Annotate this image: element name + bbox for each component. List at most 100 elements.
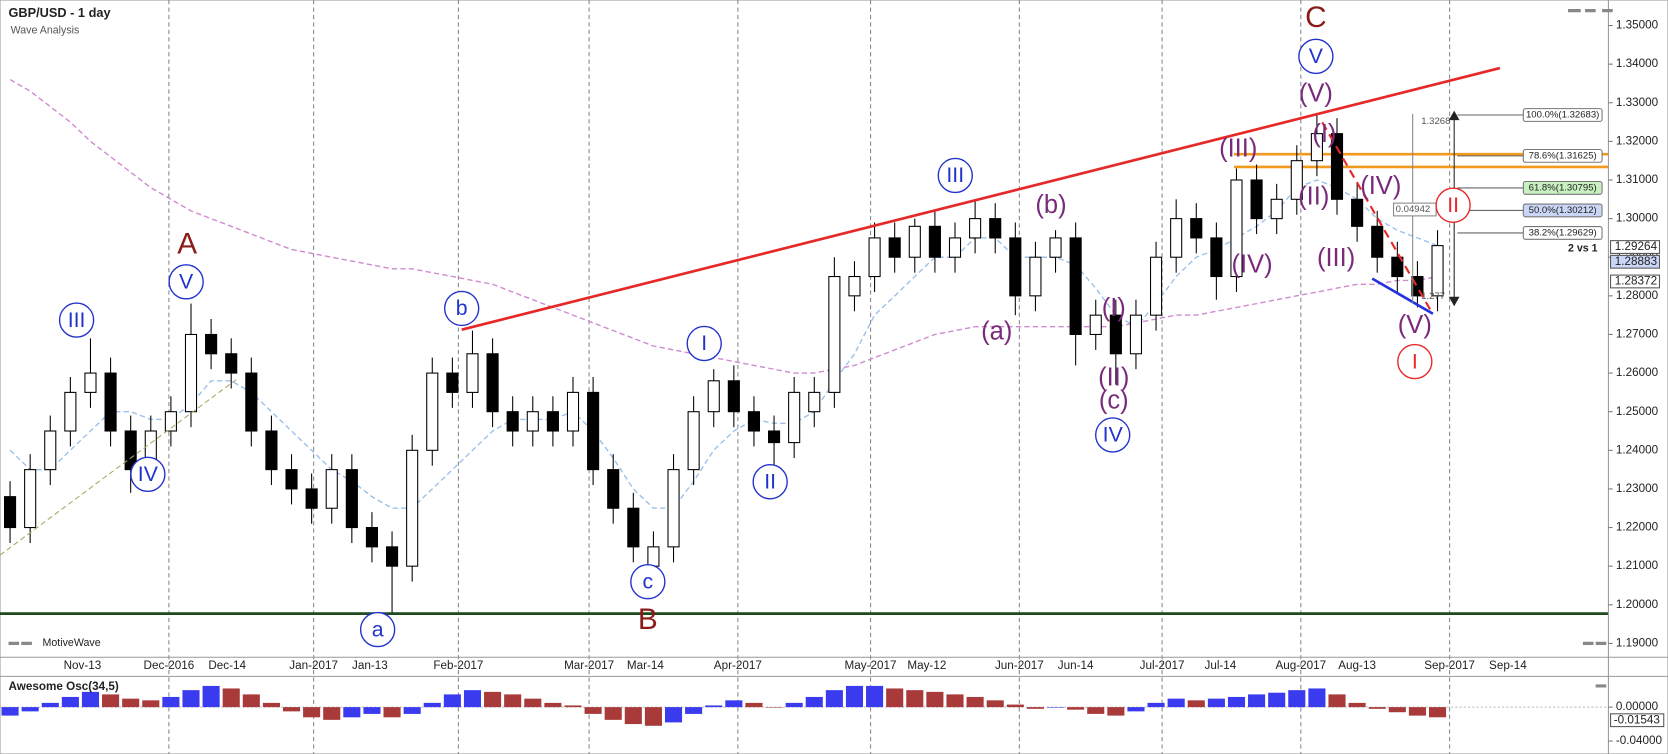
wave-label: II bbox=[764, 469, 776, 493]
candle-body bbox=[1049, 237, 1062, 258]
wave-label: I bbox=[1412, 349, 1418, 373]
wave-label: (a) bbox=[981, 318, 1012, 346]
osc-bar bbox=[886, 688, 904, 708]
candle-body bbox=[948, 237, 962, 258]
candle-body bbox=[808, 391, 821, 413]
osc-bar bbox=[725, 700, 743, 708]
osc-bar bbox=[705, 705, 723, 708]
wave-label: (IV) bbox=[1360, 172, 1401, 200]
x-tick-label: Jul-2017 bbox=[1140, 659, 1185, 672]
osc-bar bbox=[1388, 707, 1406, 713]
candle-body bbox=[727, 380, 740, 413]
y-tick-label: 1.26000 bbox=[1616, 366, 1659, 379]
osc-bar bbox=[1268, 692, 1286, 708]
y-tick-label: 1.27000 bbox=[1616, 328, 1659, 341]
fib-box bbox=[1522, 180, 1603, 195]
toolbar-icons[interactable] bbox=[8, 9, 1613, 688]
measure-label: 1.3268 bbox=[1421, 116, 1450, 127]
candle-body bbox=[607, 469, 620, 509]
osc-bar bbox=[845, 685, 864, 708]
candle-body bbox=[767, 430, 781, 444]
candle-body bbox=[1330, 133, 1344, 200]
osc-bar bbox=[866, 685, 884, 708]
candle-body bbox=[868, 237, 881, 278]
candle-body bbox=[627, 507, 640, 548]
candle-body bbox=[587, 391, 600, 471]
candle-body bbox=[205, 333, 218, 355]
candle-body bbox=[184, 333, 198, 413]
price-tag bbox=[1610, 274, 1661, 289]
osc-bar bbox=[524, 698, 542, 708]
y-tick-label: 1.33000 bbox=[1616, 96, 1659, 109]
osc-bar bbox=[1046, 707, 1065, 708]
wave-circle bbox=[1397, 343, 1433, 380]
osc-bar bbox=[1368, 707, 1386, 709]
candle-body bbox=[406, 449, 419, 567]
osc-bar bbox=[685, 707, 703, 714]
osc-bar bbox=[162, 696, 180, 708]
y-tick-label: 0.00000 bbox=[1616, 700, 1659, 713]
candle-body bbox=[325, 469, 338, 509]
wave-circle bbox=[58, 302, 95, 338]
fib-label: 38.2%(1.29629) bbox=[1529, 227, 1597, 238]
y-tick-label: 1.25000 bbox=[1616, 405, 1659, 418]
osc-bar bbox=[946, 694, 964, 708]
candle-body bbox=[265, 430, 278, 471]
candle-body bbox=[1069, 237, 1082, 335]
candle-body bbox=[426, 372, 439, 451]
price-tag bbox=[1610, 254, 1661, 269]
candle-body bbox=[285, 469, 298, 490]
price-tag-label: 1.28883 bbox=[1615, 255, 1657, 268]
wave-label: (I) bbox=[1312, 120, 1336, 148]
osc-bar bbox=[1026, 707, 1044, 709]
chart-subtitle: Wave Analysis bbox=[11, 25, 80, 37]
osc-bar bbox=[262, 702, 280, 708]
x-tick-label: Nov-13 bbox=[64, 659, 102, 672]
osc-bar bbox=[906, 690, 924, 708]
measure-label: 1.277 bbox=[1421, 291, 1445, 302]
x-tick-label: Dec-14 bbox=[208, 659, 246, 672]
y-tick-label: 1.20000 bbox=[1616, 598, 1659, 611]
osc-bar bbox=[1187, 700, 1205, 708]
osc-bar bbox=[61, 696, 79, 708]
candle-body bbox=[788, 391, 801, 444]
wave-label: (c) bbox=[1099, 387, 1129, 415]
candle-body bbox=[1250, 179, 1263, 220]
osc-bar bbox=[1328, 694, 1346, 708]
candle-body bbox=[1149, 256, 1163, 316]
osc-bar bbox=[363, 707, 381, 714]
osc-bar bbox=[1006, 704, 1024, 708]
wave-label: (V) bbox=[1299, 79, 1333, 107]
trend-line bbox=[461, 66, 1501, 331]
candle-body bbox=[365, 527, 379, 548]
fib-box bbox=[1522, 108, 1603, 122]
osc-bar bbox=[805, 696, 823, 708]
candle-body bbox=[164, 411, 177, 432]
wave-circle bbox=[130, 456, 166, 493]
moving-average bbox=[9, 78, 1438, 374]
osc-bar bbox=[343, 707, 361, 718]
osc-bar bbox=[1248, 694, 1266, 708]
fib-label: 61.8%(1.30795) bbox=[1529, 182, 1597, 193]
candle-body bbox=[3, 496, 17, 529]
y-tick-label: 1.30000 bbox=[1616, 212, 1659, 225]
candle-body bbox=[1190, 218, 1203, 239]
wave-label: c bbox=[643, 569, 654, 593]
x-tick-label: Mar-14 bbox=[627, 659, 665, 672]
wave-circle bbox=[1298, 38, 1334, 75]
candle-body bbox=[989, 218, 1002, 239]
osc-bar bbox=[584, 707, 602, 714]
candle-body bbox=[928, 225, 941, 258]
wave-label: b bbox=[456, 296, 468, 320]
price-tag bbox=[1610, 713, 1665, 728]
y-tick-label: 1.19000 bbox=[1616, 636, 1659, 649]
y-tick-label: -0.04000 bbox=[1616, 734, 1663, 747]
osc-bar bbox=[202, 685, 220, 708]
osc-bar bbox=[1, 707, 19, 716]
wave-label: (III) bbox=[1219, 135, 1257, 163]
osc-bar bbox=[1348, 702, 1366, 708]
candle-body bbox=[245, 372, 258, 432]
osc-bar bbox=[1107, 707, 1125, 716]
candle-body bbox=[969, 218, 982, 239]
price-tag bbox=[1610, 240, 1661, 254]
